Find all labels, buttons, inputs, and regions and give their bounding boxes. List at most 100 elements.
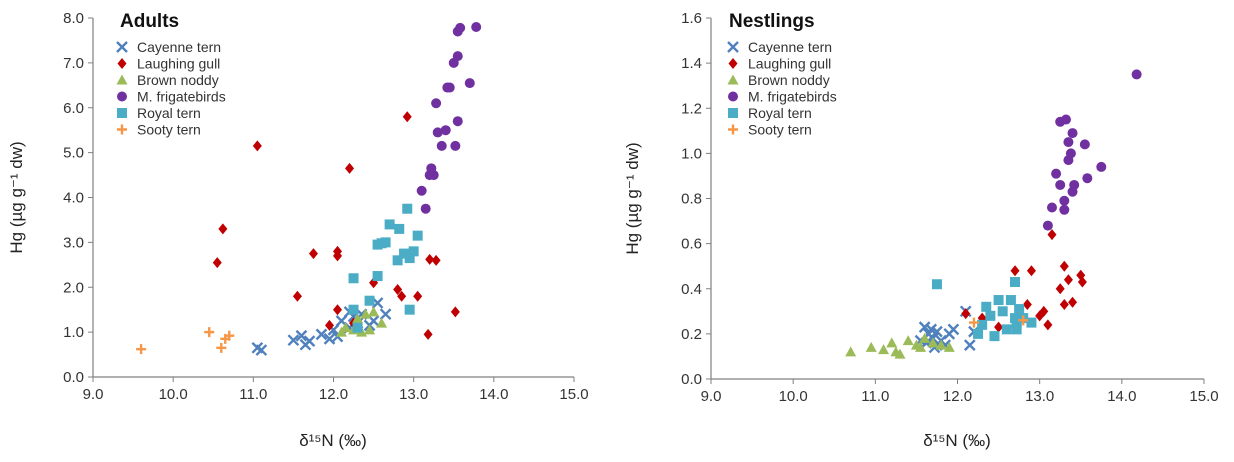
nestlings-point-royal-tern (1005, 295, 1016, 306)
nestlings-title: Nestlings (729, 11, 815, 32)
adults-legend-marker-cayenne-tern (116, 41, 128, 53)
adults-x-tick-label: 14.0 (479, 386, 508, 403)
nestlings-legend-label-royal-tern: Royal tern (748, 105, 812, 121)
nestlings-legend-label-cayenne-tern: Cayenne tern (748, 39, 832, 55)
nestlings-legend-marker-laughing-gull (728, 58, 738, 69)
nestlings-point-brown-noddy (919, 332, 931, 343)
nestlings-point-m-frigatebirds (1046, 202, 1057, 213)
adults-legend-marker-royal-tern (117, 108, 127, 118)
adults-y-tick-label: 7.0 (63, 55, 84, 72)
nestlings-point-laughing-gull (1055, 283, 1065, 295)
adults-legend-marker-brown-noddy (116, 74, 128, 85)
nestlings-legend-marker-m-frigatebirds (728, 91, 738, 102)
nestlings-point-royal-tern (1011, 317, 1022, 328)
adults-y-tick-label: 1.0 (63, 324, 84, 341)
nestlings-point-royal-tern (1026, 317, 1037, 328)
nestlings-legend-label-brown-noddy: Brown noddy (748, 72, 830, 88)
nestlings-point-m-frigatebirds (1069, 179, 1080, 190)
adults-panel: 9.0 10.0 11.0 12.0 13.0 14.0 15.0 0.0 1.0 2.0 3.0 4… (7, 10, 589, 450)
adults-legend-label-cayenne-tern: Cayenne tern (137, 39, 221, 55)
adults-point-brown-noddy (340, 322, 352, 333)
adults-x-tick-label: 10.0 (159, 386, 188, 403)
adults-series-laughing-gull (212, 111, 460, 340)
nestlings-x-tick-label: 15.0 (1189, 388, 1218, 405)
adults-point-royal-tern (384, 219, 395, 230)
nestlings-point-brown-noddy (943, 341, 955, 352)
adults-y-axis-title: Hg (µg g⁻¹ dw) (7, 141, 26, 253)
nestlings-point-brown-noddy (915, 341, 927, 352)
adults-point-royal-tern (392, 255, 403, 266)
nestlings-point-royal-tern (977, 319, 988, 330)
nestlings-point-laughing-gull (1039, 305, 1049, 317)
adults-point-brown-noddy (352, 313, 364, 324)
nestlings-legend-marker-sooty-tern (728, 124, 738, 135)
nestlings-point-laughing-gull (1077, 276, 1087, 288)
nestlings-y-tick-label: 0.6 (681, 236, 702, 253)
adults-point-brown-noddy (364, 324, 376, 335)
nestlings-point-m-frigatebirds (1096, 161, 1107, 172)
nestlings-point-m-frigatebirds (1063, 137, 1074, 148)
adults-point-royal-tern (404, 253, 415, 264)
adults-point-royal-tern (352, 322, 363, 333)
nestlings-series-laughing-gull (961, 229, 1087, 333)
nestlings-point-cayenne-tern (925, 323, 938, 336)
nestlings-y-tick-label: 0.4 (681, 281, 702, 298)
adults-point-m-frigatebirds (450, 140, 461, 151)
adults-point-cayenne-tern (379, 308, 392, 321)
nestlings-point-royal-tern (993, 295, 1004, 306)
adults-point-royal-tern (399, 248, 410, 259)
adults-y-tick-label: 4.0 (63, 190, 84, 207)
adults-point-laughing-gull (450, 306, 460, 318)
nestlings-point-royal-tern (973, 328, 984, 339)
nestlings-point-royal-tern (1014, 304, 1025, 315)
nestlings-point-sooty-tern (968, 317, 979, 328)
nestlings-point-cayenne-tern (963, 339, 976, 352)
nestlings-x-tick-label: 13.0 (1025, 388, 1054, 405)
adults-point-sooty-tern (224, 330, 235, 341)
adults-x-tick-label: 15.0 (559, 386, 588, 403)
nestlings-point-laughing-gull (1043, 319, 1053, 331)
adults-point-cayenne-tern (255, 344, 268, 356)
nestlings-point-m-frigatebirds (1131, 69, 1142, 80)
adults-point-cayenne-tern (323, 333, 336, 345)
adults-point-m-frigatebirds (432, 127, 443, 138)
nestlings-series-brown-noddy (845, 332, 955, 359)
nestlings-y-tick-label: 1.4 (681, 55, 702, 72)
nestlings-x-tick-label: 9.0 (701, 388, 722, 405)
adults-point-m-frigatebirds (420, 203, 431, 214)
nestlings-legend-marker-cayenne-tern (727, 41, 739, 53)
nestlings-point-royal-tern (997, 306, 1008, 317)
adults-legend-label-sooty-tern: Sooty tern (137, 122, 201, 138)
adults-point-royal-tern (348, 273, 359, 284)
adults-legend-label-laughing-gull: Laughing gull (137, 56, 220, 72)
adults-y-tick-label: 6.0 (63, 100, 84, 117)
nestlings-point-m-frigatebirds (1059, 195, 1070, 206)
adults-point-royal-tern (376, 238, 387, 249)
nestlings-point-laughing-gull (1059, 260, 1069, 272)
adults-point-m-frigatebirds (436, 140, 447, 151)
nestlings-point-royal-tern (989, 331, 1000, 342)
nestlings-point-m-frigatebirds (1067, 128, 1078, 139)
nestlings-panel: 9.0 10.0 11.0 12.0 13.0 14.0 15.0 0.0 0.2 0.4 0.6 0… (623, 10, 1219, 450)
adults-point-m-frigatebirds (431, 98, 442, 109)
adults-point-sooty-tern (216, 342, 227, 353)
adults-point-royal-tern (408, 246, 419, 257)
nestlings-point-brown-noddy (878, 344, 890, 355)
adults-point-brown-noddy (368, 306, 380, 317)
adults-series-royal-tern (348, 203, 423, 333)
adults-x-tick-label: 13.0 (399, 386, 428, 403)
adults-y-tick-label: 3.0 (63, 234, 84, 251)
nestlings-legend-label-m-frigatebirds: M. frigatebirds (748, 89, 837, 105)
nestlings-point-laughing-gull (1063, 274, 1073, 286)
nestlings-legend-label-laughing-gull: Laughing gull (748, 56, 831, 72)
nestlings-series-sooty-tern (968, 315, 1029, 328)
nestlings-point-laughing-gull (961, 308, 971, 320)
adults-point-royal-tern (364, 295, 375, 306)
adults-series-sooty-tern (136, 327, 235, 355)
adults-point-cayenne-tern (295, 329, 308, 342)
nestlings-point-m-frigatebirds (1042, 220, 1053, 231)
nestlings-point-laughing-gull (1022, 299, 1032, 311)
nestlings-x-axis-title: δ¹⁵N (‰) (923, 431, 991, 450)
